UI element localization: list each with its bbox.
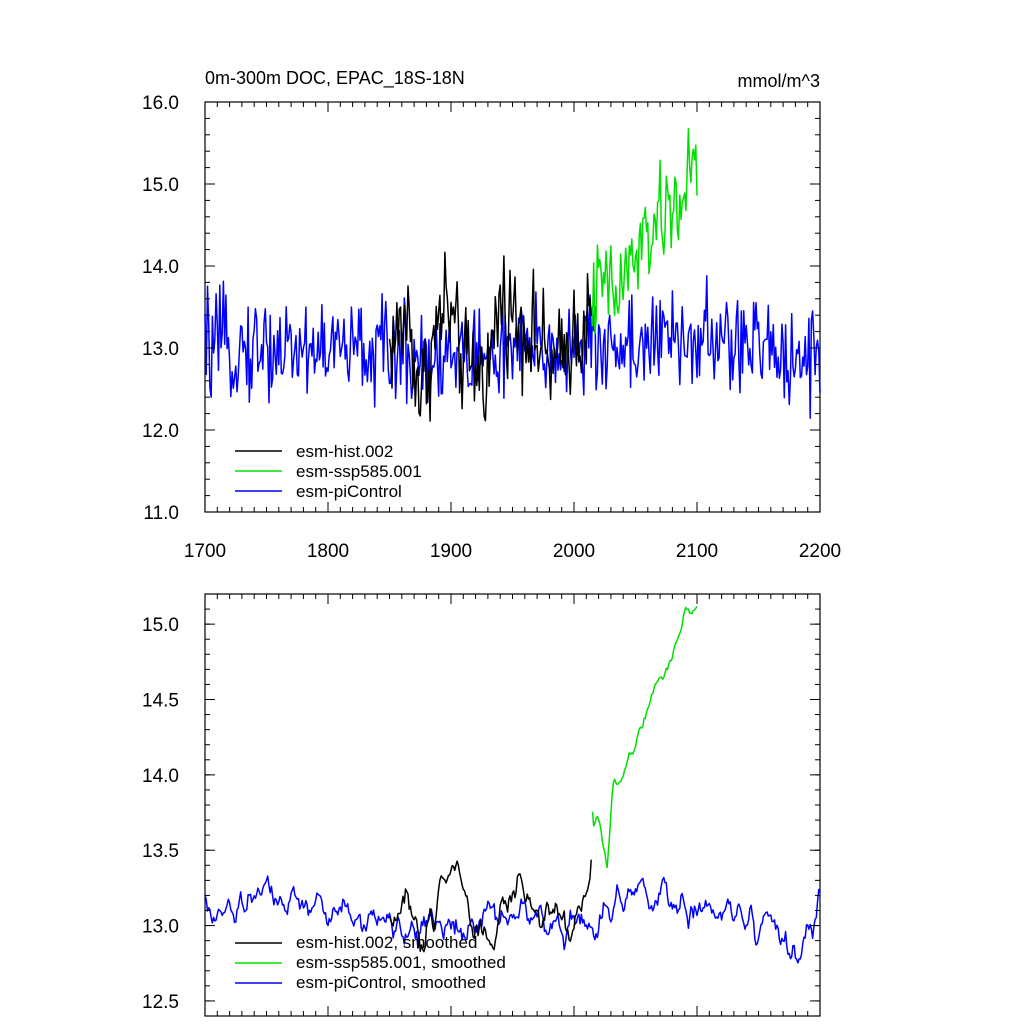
axis-ticks: 11.0 12.0 13.0 14.0 15.0 16.0 1700 1800 1900 2000… xyxy=(142,93,841,562)
units-label: mmol/m^3 xyxy=(738,71,820,91)
y-tick-label: 12.5 xyxy=(142,992,179,1013)
x-tick-label: 1900 xyxy=(430,541,472,562)
x-tick-label: 1700 xyxy=(184,541,226,562)
series-line xyxy=(204,875,821,964)
y-tick-label: 12.0 xyxy=(142,421,179,442)
legend-label-picontrol: esm-piControl xyxy=(296,482,402,501)
series-line xyxy=(591,128,698,335)
series-line xyxy=(591,605,698,869)
series-line xyxy=(204,275,821,420)
x-tick-label: 2100 xyxy=(676,541,718,562)
y-tick-label: 13.0 xyxy=(142,917,179,938)
x-tick-label: 1800 xyxy=(307,541,349,562)
legend-label-ssp585: esm-ssp585.001, smoothed xyxy=(296,953,506,972)
y-tick-label: 13.0 xyxy=(142,339,179,360)
series-line xyxy=(388,251,592,422)
y-tick-label: 15.0 xyxy=(142,615,179,636)
legend-label-ssp585: esm-ssp585.001 xyxy=(296,462,422,481)
series-layer xyxy=(204,128,821,422)
y-tick-label: 13.5 xyxy=(142,841,179,862)
y-tick-label: 14.0 xyxy=(142,766,179,787)
series-layer xyxy=(204,605,821,964)
axis-ticks: 12.5 13.0 13.5 14.0 14.5 15.0 xyxy=(142,593,821,1017)
legend: esm-hist.002, smoothed esm-ssp585.001, s… xyxy=(235,933,506,992)
legend-label-hist: esm-hist.002, smoothed xyxy=(296,933,477,952)
series-line xyxy=(388,859,592,953)
top-panel: 0m-300m DOC, EPAC_18S-18N mmol/m^3 11.01… xyxy=(142,68,841,562)
x-tick-label: 2000 xyxy=(553,541,595,562)
y-tick-label: 16.0 xyxy=(142,93,179,114)
y-tick-label: 14.5 xyxy=(142,691,179,712)
panel-title: 0m-300m DOC, EPAC_18S-18N xyxy=(205,68,465,89)
x-tick-label: 2200 xyxy=(799,541,841,562)
legend-label-hist: esm-hist.002 xyxy=(296,442,393,461)
legend-label-picontrol: esm-piControl, smoothed xyxy=(296,973,486,992)
bottom-panel: 12.5 13.0 13.5 14.0 14.5 15.0 esm-hist.002, s… xyxy=(142,593,821,1017)
y-tick-label: 15.0 xyxy=(142,175,179,196)
legend: esm-hist.002 esm-ssp585.001 esm-piContro… xyxy=(235,442,422,501)
y-tick-label: 11.0 xyxy=(143,503,179,524)
y-tick-label: 14.0 xyxy=(142,257,179,278)
